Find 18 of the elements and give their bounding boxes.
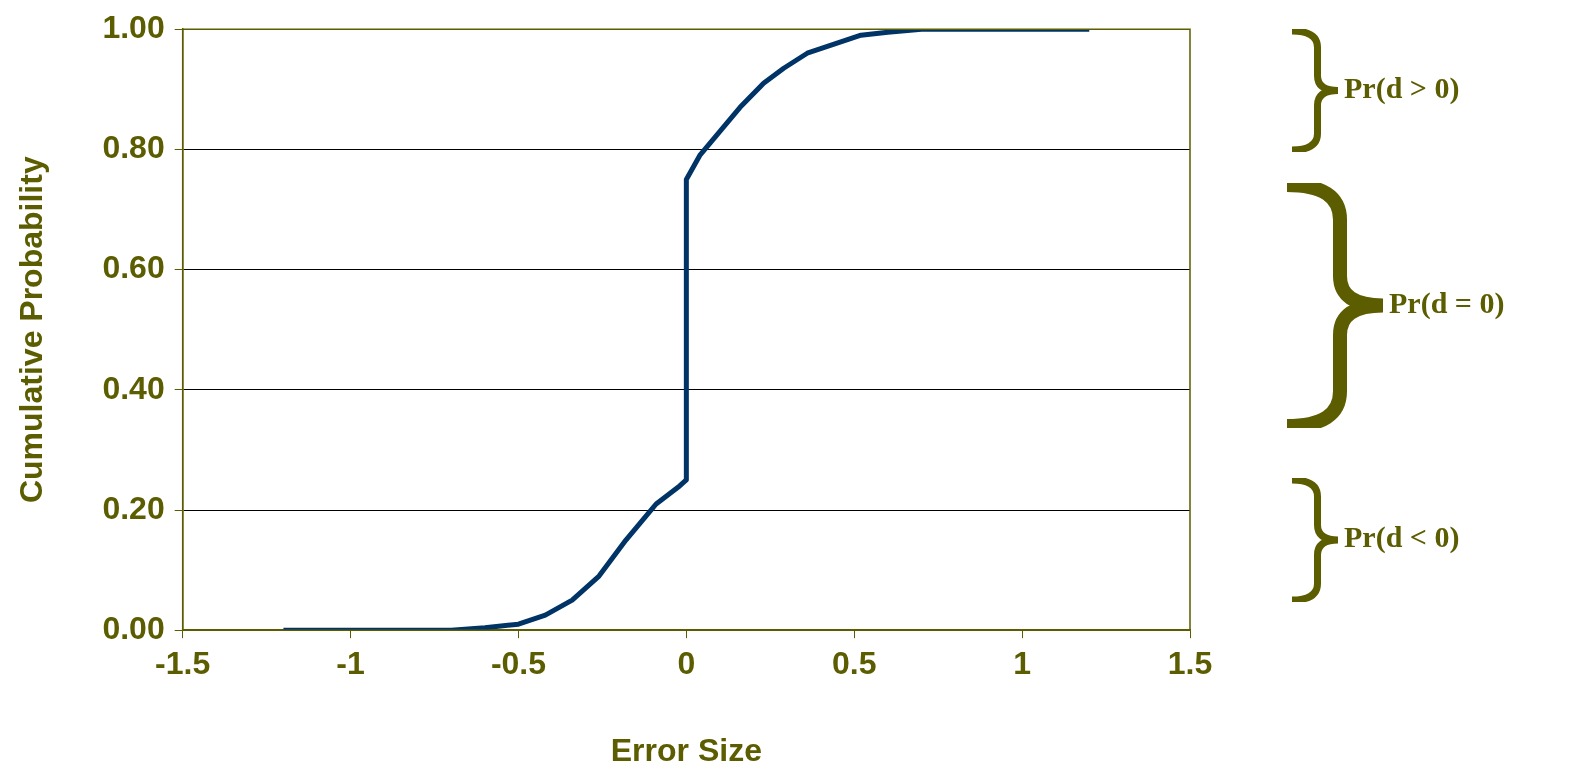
x-tick-label: -0.5 [490, 645, 547, 682]
x-tick-label: 1.5 [1167, 645, 1213, 682]
y-tick-label: 0.00 [102, 610, 165, 647]
x-tick-label: -1 [336, 645, 365, 682]
y-tick-label: 0.60 [102, 249, 165, 286]
y-tick-label: 0.80 [102, 129, 165, 166]
x-tick-label: 0.5 [831, 645, 877, 682]
y-axis-title: Cumulative Probability [13, 156, 50, 504]
x-tick-label: 1 [1013, 645, 1032, 682]
text: Pr(d = 0) [1389, 285, 1505, 320]
y-tick-label: 0.40 [102, 369, 165, 406]
text: Pr(d < 0) [1344, 520, 1460, 554]
x-tick-label: -1.5 [155, 645, 211, 682]
y-tick-label: 0.20 [102, 489, 165, 526]
text: Pr(d > 0) [1344, 70, 1460, 105]
y-tick-label: 1.00 [102, 9, 165, 46]
x-tick-label: 0 [677, 645, 696, 682]
x-axis-title: Error Size [610, 731, 762, 768]
